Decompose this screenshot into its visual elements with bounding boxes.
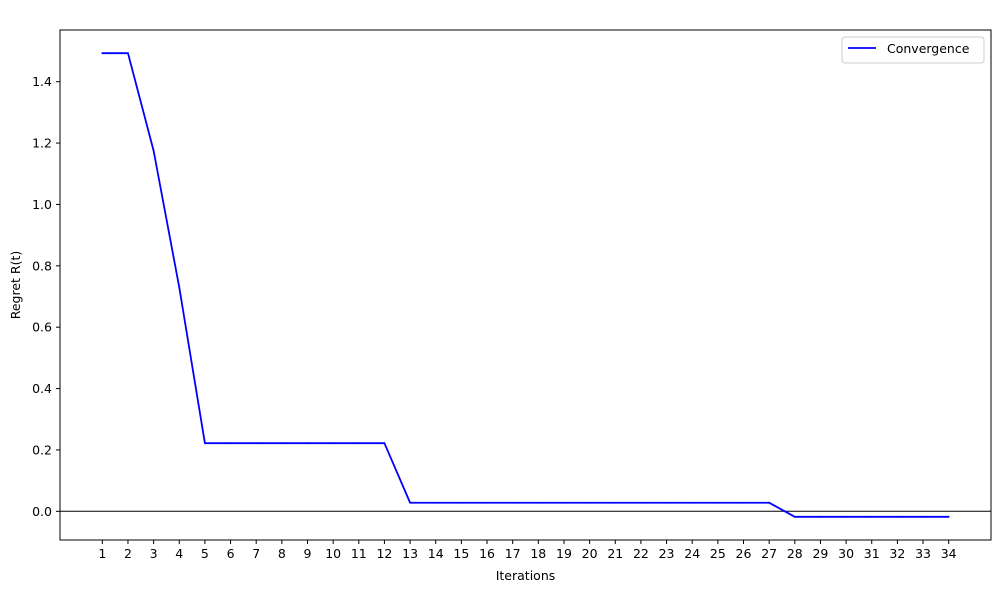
x-tick-label: 23 [659, 546, 675, 561]
plot-frame [59, 29, 992, 541]
y-tick-label: 0.4 [32, 381, 52, 396]
data-point [434, 501, 437, 504]
x-tick-label: 29 [812, 546, 828, 561]
data-point [742, 501, 745, 504]
data-point [793, 515, 796, 518]
y-axis-label: Regret R(t) [8, 251, 23, 320]
y-tick-label: 0.0 [32, 504, 52, 519]
data-point [460, 501, 463, 504]
y-tick-label: 1.4 [32, 74, 52, 89]
data-point [537, 501, 540, 504]
x-tick-label: 31 [864, 546, 880, 561]
data-point [870, 515, 873, 518]
x-tick-label: 24 [684, 546, 700, 561]
data-point [486, 501, 488, 504]
x-tick-label: 17 [505, 546, 521, 561]
data-point [819, 515, 822, 518]
data-point [896, 515, 899, 518]
data-point [229, 442, 232, 445]
x-tick-label: 16 [479, 546, 495, 561]
x-tick-label: 7 [252, 546, 260, 561]
x-tick-label: 12 [376, 546, 392, 561]
data-point [563, 501, 565, 504]
data-point [178, 286, 181, 289]
data-point [845, 515, 847, 518]
x-tick-label: 13 [402, 546, 418, 561]
data-point [152, 149, 155, 152]
legend-label-convergence: Convergence [887, 41, 970, 56]
x-tick-label: 20 [582, 546, 598, 561]
data-point [306, 442, 309, 445]
x-tick-label: 19 [556, 546, 572, 561]
y-tick-label: 0.6 [32, 320, 52, 335]
data-point [204, 442, 206, 445]
x-tick-label: 2 [124, 546, 132, 561]
series-group [101, 52, 950, 518]
x-tick-label: 4 [175, 546, 183, 561]
x-tick-label: 9 [304, 546, 312, 561]
data-point [665, 501, 668, 504]
x-tick-label: 28 [787, 546, 803, 561]
y-tick-label: 1.2 [32, 136, 52, 151]
x-tick-label: 22 [633, 546, 649, 561]
x-tick-label: 14 [428, 546, 444, 561]
data-point [255, 442, 258, 445]
data-point [280, 442, 283, 445]
data-point [383, 442, 386, 445]
data-point [127, 52, 129, 55]
data-point [947, 515, 950, 518]
x-tick-label: 8 [278, 546, 286, 561]
data-point [768, 501, 771, 504]
data-point [357, 442, 360, 445]
data-point [101, 52, 104, 55]
x-tick-label: 5 [201, 546, 209, 561]
data-point [332, 442, 335, 445]
data-point [922, 515, 924, 518]
y-axis-ticks: 0.0 0.2 0.4 0.6 0.8 1.0 1.2 1.4 [32, 74, 60, 519]
x-tick-label: 15 [453, 546, 469, 561]
x-tick-label: 21 [607, 546, 623, 561]
y-tick-label: 1.0 [32, 197, 52, 212]
x-tick-label: 6 [227, 546, 235, 561]
data-point [511, 501, 514, 504]
legend: Convergence [841, 36, 985, 64]
x-tick-label: 34 [941, 546, 957, 561]
x-tick-label: 33 [915, 546, 931, 561]
y-tick-label: 0.8 [32, 258, 52, 273]
y-tick-label: 0.2 [32, 442, 52, 457]
x-axis-label: Iterations [496, 568, 556, 583]
data-point [409, 501, 411, 504]
x-tick-label: 10 [325, 546, 341, 561]
x-tick-label: 27 [761, 546, 777, 561]
x-tick-label: 1 [98, 546, 106, 561]
x-tick-label: 18 [530, 546, 546, 561]
data-point [640, 501, 642, 504]
data-point [614, 501, 617, 504]
x-tick-label: 3 [150, 546, 158, 561]
x-tick-label: 11 [351, 546, 367, 561]
plot-area [60, 30, 991, 540]
legend-box [841, 36, 985, 64]
data-point [691, 501, 694, 504]
x-tick-label: 32 [889, 546, 905, 561]
x-axis-ticks: 1 2 3 4 5 6 7 8 9 10 11 12 13 14 15 16 17 18 19 20 21 22 23 24 2… [98, 540, 957, 561]
data-point [588, 501, 591, 504]
data-point [716, 501, 719, 504]
x-tick-label: 26 [736, 546, 752, 561]
series-line-convergence [102, 52, 949, 518]
x-tick-label: 25 [710, 546, 726, 561]
x-tick-label: 30 [838, 546, 854, 561]
